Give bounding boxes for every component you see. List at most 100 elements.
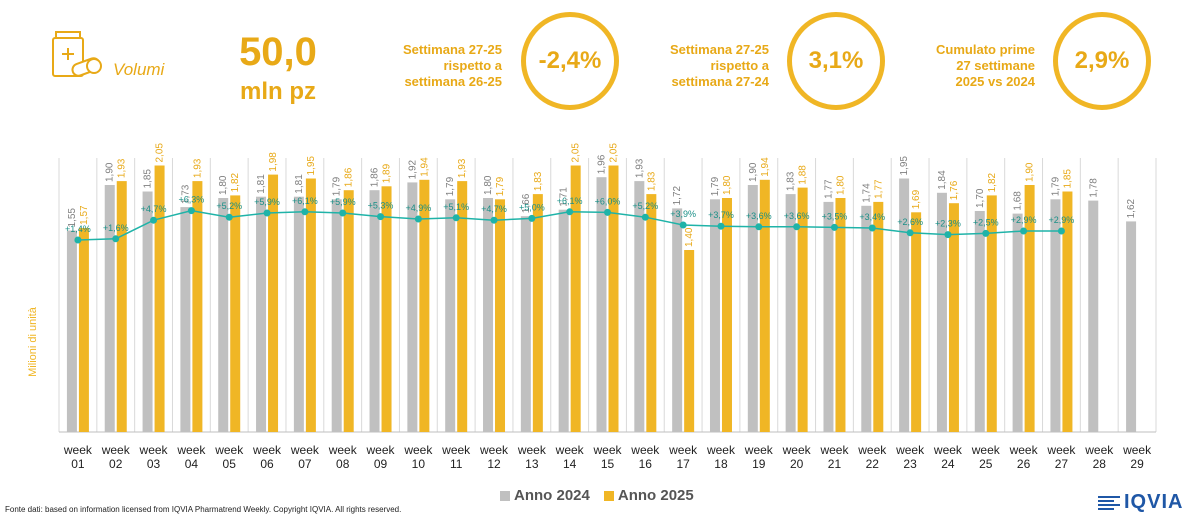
bar-2024 [445, 199, 456, 432]
growth-point [490, 216, 498, 224]
bar-label-2025: 1,76 [949, 180, 960, 200]
bar-2025 [419, 179, 430, 432]
x-tick-label: week 25 [971, 443, 1000, 471]
bar-2025 [495, 199, 506, 432]
bar-2025 [78, 227, 89, 432]
bar-2025 [1024, 185, 1035, 432]
pill-box-icon [50, 30, 106, 80]
bar-2025 [268, 174, 279, 432]
bar-label-2025: 1,82 [987, 172, 998, 192]
bar-2024 [104, 185, 115, 432]
kpi-3-circle: 2,9% [1053, 12, 1151, 110]
growth-point [339, 209, 347, 217]
bar-label-2025: 1,79 [495, 176, 506, 196]
bar-label-2025: 1,82 [230, 172, 241, 192]
growth-point [1057, 227, 1065, 235]
bar-label-2025: 1,89 [382, 163, 393, 183]
bar-label-2025: 1,93 [192, 158, 203, 178]
y-axis-label: Milioni di unità [27, 307, 39, 377]
growth-label: +4,7% [481, 204, 507, 214]
bar-label-2025: 1,83 [533, 171, 544, 191]
bar-2025 [457, 181, 468, 432]
bar-2024 [1050, 199, 1061, 432]
growth-label: +1,4% [65, 224, 91, 234]
growth-point [112, 235, 120, 243]
bar-label-2024: 1,70 [975, 188, 986, 208]
legend-swatch-2025 [603, 490, 614, 501]
bar-2025 [873, 201, 884, 432]
bar-2024 [785, 194, 796, 432]
kpi-2-label: Settimana 27-25 rispetto a settimana 27-24 [670, 42, 769, 89]
bar-label-2024: 1,79 [445, 176, 456, 196]
x-tick-label: week 24 [933, 443, 962, 471]
bar-2024 [634, 181, 645, 432]
x-tick-label: week 23 [896, 443, 925, 471]
growth-label: +3,7% [708, 210, 734, 220]
growth-point [755, 223, 763, 231]
growth-label: +3,4% [859, 212, 885, 222]
bar-label-2025: 1,40 [684, 227, 695, 247]
bar-2025 [570, 165, 581, 432]
bar-label-2025: 1,83 [646, 171, 657, 191]
x-tick-label: week 15 [593, 443, 622, 471]
growth-label: +2,9% [1011, 215, 1037, 225]
legend-label-2025: Anno 2025 [617, 487, 694, 504]
bar-2024 [596, 177, 607, 432]
bar-label-2024: 1,81 [294, 174, 305, 194]
bar-label-2024: 1,83 [786, 171, 797, 191]
growth-label: +5,3% [368, 201, 394, 211]
bar-label-2024: 1,95 [899, 156, 910, 176]
bar-2024 [293, 196, 304, 432]
volume-unit: mln pz [240, 78, 316, 105]
bar-label-2024: 1,84 [937, 170, 948, 190]
growth-label: +5,9% [254, 197, 280, 207]
bar-label-2024: 1,74 [861, 183, 872, 203]
growth-label: +2,3% [935, 219, 961, 229]
bar-2024 [936, 192, 947, 432]
growth-point [528, 214, 536, 222]
growth-label: +3,9% [670, 209, 696, 219]
bar-2025 [721, 198, 732, 432]
growth-point [263, 209, 271, 217]
bar-label-2024: 1,79 [710, 176, 721, 196]
bar-2025 [154, 165, 165, 432]
bar-label-2024: 1,77 [823, 179, 834, 199]
growth-label: +4,7% [141, 204, 167, 214]
bar-2024 [331, 199, 342, 432]
bar-2024 [1126, 221, 1137, 432]
growth-label: +5,1% [443, 202, 469, 212]
growth-label: +6,1% [292, 196, 318, 206]
bar-2024 [218, 198, 229, 432]
kpi-2-circle: 3,1% [787, 12, 885, 110]
bar-label-2025: 1,94 [419, 157, 430, 177]
bar-2025 [948, 203, 959, 432]
bar-label-2024: 1,78 [1088, 178, 1099, 198]
bar-label-2024: 1,80 [218, 175, 229, 195]
growth-point [679, 221, 687, 229]
growth-point [868, 224, 876, 232]
growth-point [225, 213, 233, 221]
growth-point [982, 229, 990, 237]
volume-value: 50,0 [239, 30, 317, 74]
bar-2024 [520, 216, 531, 432]
growth-label: +6,3% [179, 195, 205, 205]
bar-2024 [899, 178, 910, 432]
growth-label: +5,2% [216, 201, 242, 211]
growth-point [830, 223, 838, 231]
kpi-3-label: Cumulato prime 27 settimane 2025 vs 2024 [936, 42, 1035, 89]
bar-label-2025: 1,80 [722, 175, 733, 195]
kpi-1-circle: -2,4% [521, 12, 619, 110]
growth-point [414, 215, 422, 223]
growth-point [1020, 227, 1028, 235]
x-tick-label: week 21 [820, 443, 849, 471]
bar-label-2024: 1,96 [597, 154, 608, 174]
bar-label-2025: 1,93 [457, 158, 468, 178]
growth-point [604, 208, 611, 216]
x-tick-label: week 02 [101, 443, 130, 471]
bar-label-2024: 1,93 [634, 158, 645, 178]
growth-point [187, 207, 195, 215]
growth-point [452, 214, 460, 222]
x-tick-label: week 04 [177, 443, 206, 471]
x-tick-label: week 07 [290, 443, 319, 471]
bar-2024 [861, 205, 872, 432]
